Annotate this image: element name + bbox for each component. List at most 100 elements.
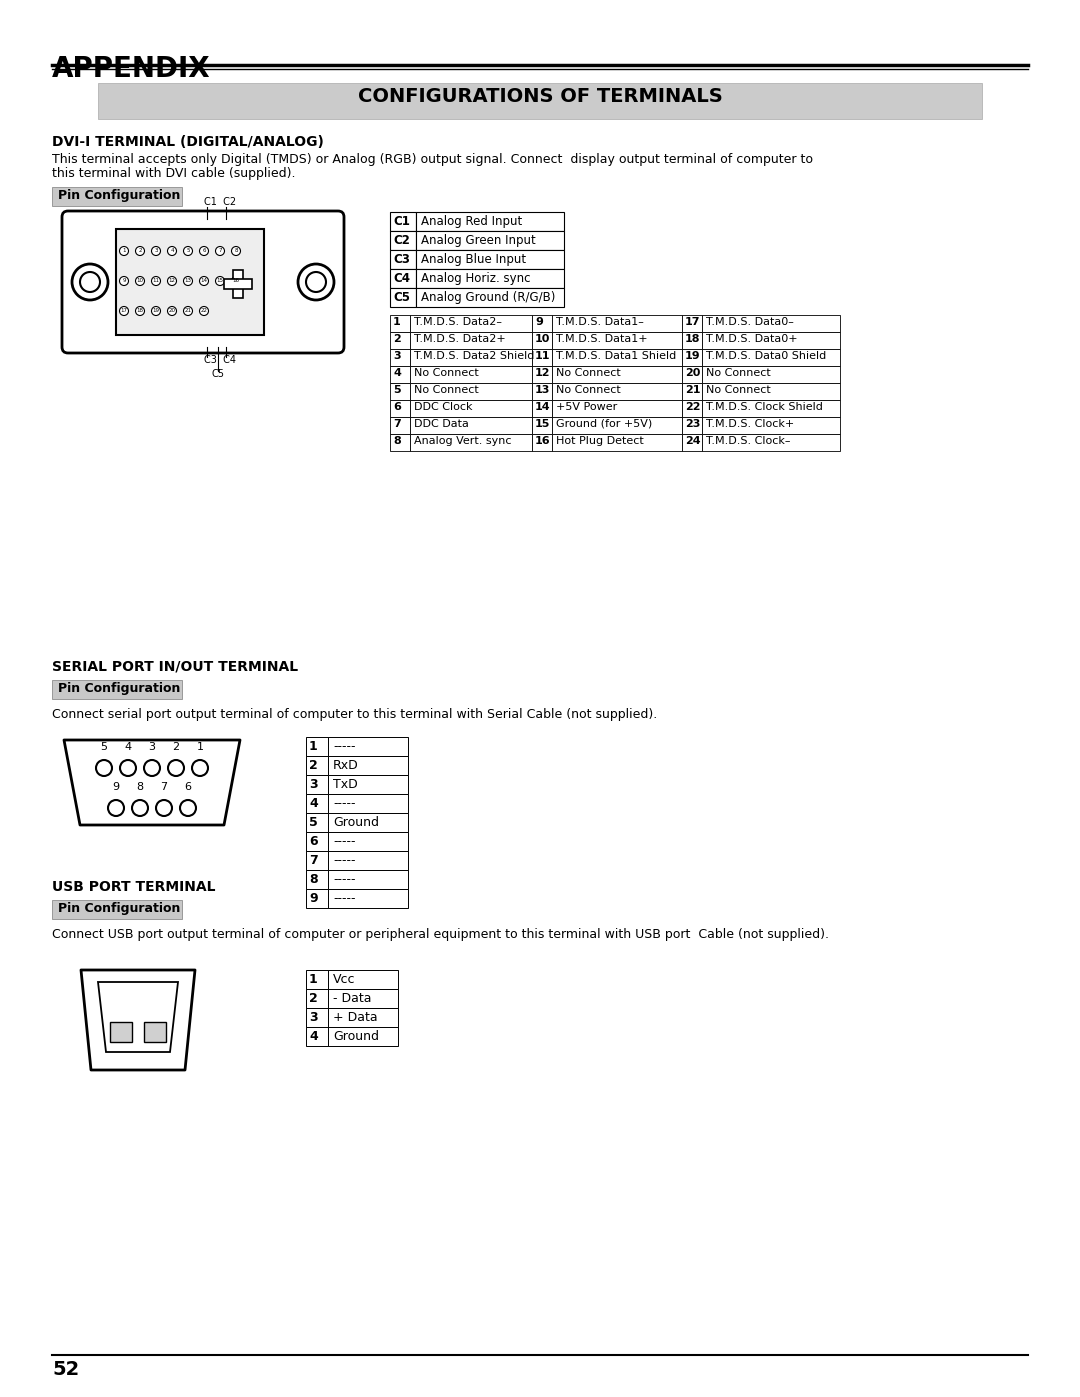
Circle shape <box>167 246 176 256</box>
Text: T.M.D.S. Clock Shield: T.M.D.S. Clock Shield <box>706 402 823 412</box>
Text: C4: C4 <box>393 272 410 285</box>
Circle shape <box>184 306 192 316</box>
Text: Pin Configuration: Pin Configuration <box>58 902 180 915</box>
Bar <box>416 250 564 270</box>
Bar <box>532 416 552 434</box>
Text: 7: 7 <box>393 419 401 429</box>
Circle shape <box>132 800 148 816</box>
Bar <box>390 288 416 307</box>
Bar <box>416 270 564 288</box>
Circle shape <box>80 272 100 292</box>
Circle shape <box>298 264 334 300</box>
Text: 19: 19 <box>685 351 701 360</box>
Text: 4: 4 <box>309 798 318 810</box>
Bar <box>532 400 552 416</box>
Text: 7: 7 <box>161 782 167 792</box>
Bar <box>306 1009 328 1027</box>
Text: 12: 12 <box>168 278 175 284</box>
Text: -----: ----- <box>333 854 355 868</box>
Text: 20: 20 <box>168 309 175 313</box>
Bar <box>306 775 328 793</box>
Text: T.M.D.S. Data2–: T.M.D.S. Data2– <box>414 317 502 327</box>
Circle shape <box>151 246 161 256</box>
Text: C1  C2: C1 C2 <box>204 197 237 207</box>
Polygon shape <box>98 982 178 1052</box>
Text: 2: 2 <box>309 759 318 773</box>
Text: 3: 3 <box>149 742 156 752</box>
Bar <box>328 989 399 1009</box>
Text: 19: 19 <box>152 309 160 313</box>
Circle shape <box>184 246 192 256</box>
Text: 22: 22 <box>685 402 701 412</box>
Bar <box>416 212 564 231</box>
Bar <box>681 366 702 383</box>
Bar <box>410 349 532 366</box>
Text: 5: 5 <box>393 386 401 395</box>
Bar <box>390 270 416 288</box>
Bar <box>390 416 410 434</box>
Bar <box>390 231 416 250</box>
Bar <box>532 434 552 451</box>
Bar <box>390 332 410 349</box>
Text: 3: 3 <box>154 249 158 253</box>
Circle shape <box>216 277 225 285</box>
Text: Pin Configuration: Pin Configuration <box>58 682 180 694</box>
Bar <box>306 989 328 1009</box>
Bar <box>233 270 243 298</box>
Polygon shape <box>81 970 195 1070</box>
Bar <box>702 314 840 332</box>
Text: 9: 9 <box>122 278 125 284</box>
Bar <box>552 366 681 383</box>
Bar <box>306 970 328 989</box>
Bar <box>306 756 328 775</box>
Text: C5: C5 <box>393 291 410 305</box>
Bar <box>552 332 681 349</box>
Bar <box>552 383 681 400</box>
Bar <box>552 314 681 332</box>
Text: 4: 4 <box>124 742 132 752</box>
Text: 6: 6 <box>393 402 401 412</box>
Bar <box>390 366 410 383</box>
Text: No Connect: No Connect <box>556 386 621 395</box>
Text: 52: 52 <box>52 1361 79 1379</box>
Bar <box>410 434 532 451</box>
Text: Ground: Ground <box>333 1030 379 1044</box>
Text: Hot Plug Detect: Hot Plug Detect <box>556 436 644 446</box>
Text: 10: 10 <box>535 334 551 344</box>
Circle shape <box>192 760 208 775</box>
Text: RxD: RxD <box>333 759 359 773</box>
Text: 5: 5 <box>186 249 190 253</box>
Bar <box>328 888 408 908</box>
Text: Analog Green Input: Analog Green Input <box>421 235 536 247</box>
Text: T.M.D.S. Data0+: T.M.D.S. Data0+ <box>706 334 798 344</box>
Text: 1: 1 <box>122 249 125 253</box>
Text: USB PORT TERMINAL: USB PORT TERMINAL <box>52 880 216 894</box>
Bar <box>144 1023 166 1042</box>
Bar <box>306 833 328 851</box>
Bar <box>532 349 552 366</box>
Bar <box>306 793 328 813</box>
Text: -----: ----- <box>333 873 355 886</box>
Bar <box>410 383 532 400</box>
Text: Analog Red Input: Analog Red Input <box>421 215 523 228</box>
Text: C2: C2 <box>393 235 410 247</box>
Text: T.M.D.S. Clock+: T.M.D.S. Clock+ <box>706 419 794 429</box>
Bar <box>552 434 681 451</box>
Text: Analog Vert. sync: Analog Vert. sync <box>414 436 512 446</box>
Text: 7: 7 <box>218 249 221 253</box>
Text: Analog Horiz. sync: Analog Horiz. sync <box>421 272 530 285</box>
Text: 2: 2 <box>393 334 401 344</box>
Circle shape <box>120 277 129 285</box>
Text: 21: 21 <box>185 309 191 313</box>
Text: 17: 17 <box>121 309 127 313</box>
Text: 9: 9 <box>535 317 543 327</box>
Circle shape <box>135 277 145 285</box>
Text: DDC Data: DDC Data <box>414 419 469 429</box>
Text: APPENDIX: APPENDIX <box>52 54 211 82</box>
Text: 5: 5 <box>100 742 108 752</box>
Bar <box>681 314 702 332</box>
Bar <box>681 400 702 416</box>
Bar <box>52 680 183 698</box>
Text: C3  C4: C3 C4 <box>204 355 237 365</box>
Bar <box>390 400 410 416</box>
